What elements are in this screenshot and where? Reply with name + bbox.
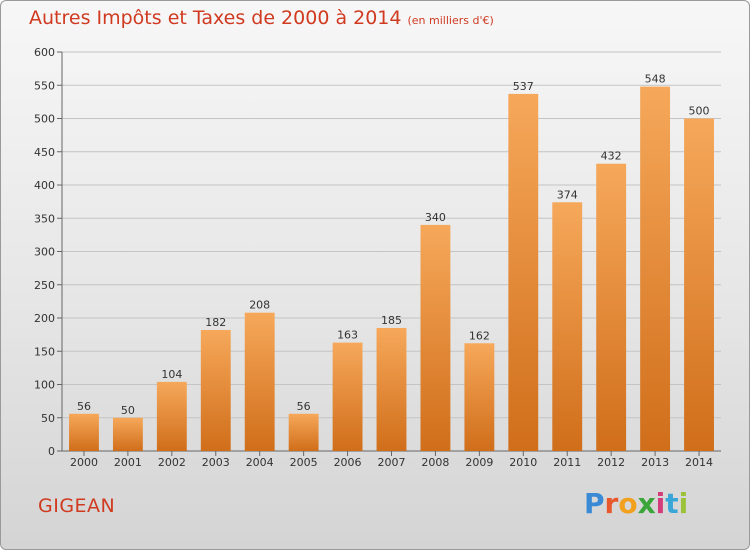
logo-letter: i [655,487,666,520]
bar [156,381,187,451]
chart-subtitle: (en milliers d'€) [407,14,494,27]
logo-letter: x [637,487,656,520]
data-label: 185 [381,314,402,327]
bar [640,86,671,451]
logo-letter: o [618,487,638,520]
data-label: 208 [249,299,270,312]
bar [288,413,319,451]
bar [464,343,495,451]
data-label: 537 [513,80,534,93]
data-label: 50 [121,404,135,417]
data-label: 104 [161,368,182,381]
y-tick-label: 400 [34,179,55,192]
y-tick-label: 0 [48,445,55,458]
data-label: 374 [557,188,578,201]
y-tick-label: 450 [34,146,55,159]
title-text: Autres Impôts et Taxes de 2000 à 2014 [29,7,402,29]
x-tick-label: 2008 [421,456,449,469]
x-tick-label: 2014 [685,456,713,469]
x-tick-label: 2011 [553,456,581,469]
bar [508,93,539,452]
x-tick-label: 2000 [70,456,98,469]
bar [332,342,363,451]
proxiti-logo: Proxiti [584,487,688,520]
x-tick-label: 2001 [114,456,142,469]
bar [200,329,231,451]
y-tick-label: 350 [34,212,55,225]
data-label: 56 [297,400,311,413]
x-tick-label: 2002 [158,456,186,469]
data-label: 182 [205,316,226,329]
bar [596,163,627,451]
data-label: 500 [689,105,710,118]
bar [684,118,714,451]
chart-title: Autres Impôts et Taxes de 2000 à 2014 (en… [29,7,494,29]
bar [244,312,275,451]
data-label: 163 [337,329,358,342]
x-tick-label: 2005 [290,456,318,469]
logo-letter: t [665,487,679,520]
logo-letter: r [604,487,619,520]
data-label: 56 [77,400,91,413]
y-tick-label: 100 [34,379,55,392]
y-tick-label: 300 [34,246,55,259]
y-tick-label: 500 [34,113,55,126]
x-tick-label: 2004 [246,456,274,469]
x-tick-label: 2013 [641,456,669,469]
data-label: 432 [601,150,622,163]
x-tick-label: 2007 [378,456,406,469]
data-label: 162 [469,329,490,342]
data-label: 548 [645,73,666,86]
logo-letter: i [678,487,689,520]
bar [112,417,143,451]
y-tick-label: 250 [34,279,55,292]
bar [69,413,99,451]
x-tick-label: 2006 [334,456,362,469]
bar [552,202,583,451]
bar [376,327,407,451]
value-labels: 56 50 104 182 208 56 163 185 340 162 537 374 432 548 5… [77,73,710,417]
x-tick-label: 2009 [465,456,493,469]
y-tick-label: 200 [34,312,55,325]
x-tick-label: 2003 [202,456,230,469]
logo-letter: P [584,487,605,520]
axes: 0501001502002503003504004505005506002000… [34,46,721,469]
bar [420,224,451,451]
x-tick-label: 2010 [509,456,537,469]
commune-name: GIGEAN [38,495,116,517]
data-label: 340 [425,211,446,224]
x-tick-label: 2012 [597,456,625,469]
bars [69,86,714,452]
y-tick-label: 50 [41,412,55,425]
y-tick-label: 150 [34,345,55,358]
y-tick-label: 600 [34,46,55,59]
y-tick-label: 550 [34,79,55,92]
